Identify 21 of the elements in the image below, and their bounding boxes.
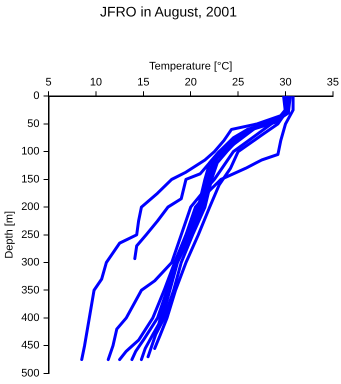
x-tick-label: 5 [45,76,52,89]
x-tick-label: 25 [232,76,244,89]
x-tick-label: 30 [279,76,292,89]
y-tick-label: 0 [33,90,40,102]
y-tick-label: 500 [21,367,40,380]
x-tick-label: 20 [184,76,197,89]
y-tick-label: 250 [21,228,40,241]
y-tick-label: 400 [21,312,40,324]
y-tick-label: 450 [21,340,40,352]
y-tick-label: 50 [27,118,40,130]
y-axis-title: Depth [m] [4,210,16,259]
y-tick-label: 150 [21,173,40,186]
x-tick-label: 10 [90,76,102,89]
chart-title: JFRO in August, 2001 [100,3,238,20]
x-tick-label: 35 [326,76,340,89]
y-tick-label: 100 [21,146,40,158]
y-tick-label: 300 [21,256,40,269]
y-tick-label: 200 [21,201,40,214]
y-tick-label: 350 [21,284,40,296]
x-axis-title: Temperature [°C] [149,60,232,72]
x-tick-label: 15 [137,76,150,89]
